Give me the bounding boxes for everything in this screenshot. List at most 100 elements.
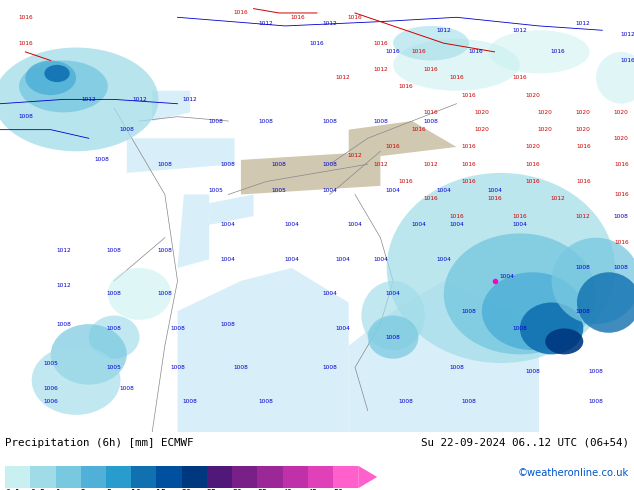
Ellipse shape xyxy=(444,233,596,354)
Ellipse shape xyxy=(520,302,583,354)
Text: 1004: 1004 xyxy=(221,257,236,262)
Text: 1020: 1020 xyxy=(525,93,540,98)
Ellipse shape xyxy=(25,60,76,95)
Text: 1004: 1004 xyxy=(347,222,363,227)
Bar xyxy=(257,466,283,488)
Ellipse shape xyxy=(577,272,634,333)
Text: 1004: 1004 xyxy=(373,257,388,262)
Text: 1008: 1008 xyxy=(373,119,388,123)
Text: 1016: 1016 xyxy=(462,162,477,167)
Text: 1012: 1012 xyxy=(424,162,439,167)
Text: 1012: 1012 xyxy=(335,75,350,80)
Ellipse shape xyxy=(108,268,171,320)
Text: 1008: 1008 xyxy=(259,119,274,123)
Text: 1012: 1012 xyxy=(576,21,591,26)
Text: 1008: 1008 xyxy=(588,369,604,374)
Text: 1008: 1008 xyxy=(322,365,337,370)
Text: 1004: 1004 xyxy=(500,274,515,279)
Text: 1012: 1012 xyxy=(56,283,71,288)
Text: 1004: 1004 xyxy=(322,188,337,193)
Text: 1016: 1016 xyxy=(424,110,439,115)
Text: 1016: 1016 xyxy=(468,49,483,54)
Text: 1012: 1012 xyxy=(620,32,634,37)
Text: 1008: 1008 xyxy=(183,399,198,404)
Ellipse shape xyxy=(0,48,158,151)
Text: 1016: 1016 xyxy=(614,240,629,245)
Text: 1016: 1016 xyxy=(550,49,566,54)
Text: 1008: 1008 xyxy=(221,321,236,327)
Text: 1016: 1016 xyxy=(424,196,439,201)
Ellipse shape xyxy=(89,316,139,359)
Text: 1016: 1016 xyxy=(18,15,33,20)
Text: 1016: 1016 xyxy=(411,127,426,132)
Text: 1005: 1005 xyxy=(271,188,287,193)
Text: 1016: 1016 xyxy=(309,41,325,46)
Polygon shape xyxy=(241,151,380,195)
Text: 1004: 1004 xyxy=(385,188,401,193)
Text: 1008: 1008 xyxy=(322,162,337,167)
Text: 1008: 1008 xyxy=(462,309,477,314)
Text: 1012: 1012 xyxy=(436,28,451,33)
Ellipse shape xyxy=(368,316,418,359)
Text: 1004: 1004 xyxy=(335,326,350,331)
Text: 1016: 1016 xyxy=(620,58,634,63)
Text: 1012: 1012 xyxy=(132,97,147,102)
Ellipse shape xyxy=(51,324,127,385)
Text: 1016: 1016 xyxy=(525,162,540,167)
Text: 1016: 1016 xyxy=(614,162,629,167)
Text: 1012: 1012 xyxy=(373,162,388,167)
Text: 1020: 1020 xyxy=(576,110,591,115)
Text: 1004: 1004 xyxy=(512,222,527,227)
Text: 1008: 1008 xyxy=(233,365,249,370)
Text: 1004: 1004 xyxy=(411,222,426,227)
Text: 1008: 1008 xyxy=(119,387,134,392)
Text: 1004: 1004 xyxy=(436,257,451,262)
Bar xyxy=(81,466,106,488)
Text: 1016: 1016 xyxy=(462,93,477,98)
Bar xyxy=(181,466,207,488)
Text: 1008: 1008 xyxy=(385,335,401,340)
Text: 1004: 1004 xyxy=(436,188,451,193)
Text: 1016: 1016 xyxy=(512,75,527,80)
Text: 1008: 1008 xyxy=(157,248,172,253)
Text: 1016: 1016 xyxy=(385,49,401,54)
Ellipse shape xyxy=(596,52,634,104)
Text: 1005: 1005 xyxy=(107,365,122,370)
Text: 1016: 1016 xyxy=(411,49,426,54)
Text: 1008: 1008 xyxy=(259,399,274,404)
Ellipse shape xyxy=(552,238,634,324)
Text: 1008: 1008 xyxy=(157,162,172,167)
Text: Precipitation (6h) [mm] ECMWF: Precipitation (6h) [mm] ECMWF xyxy=(5,438,193,448)
Text: 1012: 1012 xyxy=(259,21,274,26)
Text: 1008: 1008 xyxy=(525,369,540,374)
Bar xyxy=(333,466,358,488)
Text: 1004: 1004 xyxy=(385,292,401,296)
Text: 1016: 1016 xyxy=(398,84,413,89)
Text: 1020: 1020 xyxy=(474,110,489,115)
Text: 1004: 1004 xyxy=(487,188,502,193)
Text: 1004: 1004 xyxy=(449,222,464,227)
Text: 1008: 1008 xyxy=(614,266,629,270)
Text: 1008: 1008 xyxy=(576,266,591,270)
Bar xyxy=(307,466,333,488)
Text: 1012: 1012 xyxy=(322,21,337,26)
Ellipse shape xyxy=(393,26,469,60)
Text: 1006: 1006 xyxy=(43,387,58,392)
Text: 1008: 1008 xyxy=(107,326,122,331)
Bar xyxy=(106,466,131,488)
Text: 1004: 1004 xyxy=(335,257,350,262)
Polygon shape xyxy=(178,195,209,268)
Text: 1008: 1008 xyxy=(18,114,33,119)
Text: 1008: 1008 xyxy=(614,214,629,219)
Text: 1016: 1016 xyxy=(462,145,477,149)
Ellipse shape xyxy=(19,60,108,112)
Ellipse shape xyxy=(482,272,583,350)
Bar xyxy=(283,466,307,488)
Bar xyxy=(131,466,157,488)
Text: 1012: 1012 xyxy=(373,67,388,72)
Text: 1016: 1016 xyxy=(233,10,249,16)
Text: 1008: 1008 xyxy=(170,326,185,331)
Text: 1006: 1006 xyxy=(43,399,58,404)
Text: 1020: 1020 xyxy=(474,127,489,132)
Polygon shape xyxy=(349,121,456,160)
